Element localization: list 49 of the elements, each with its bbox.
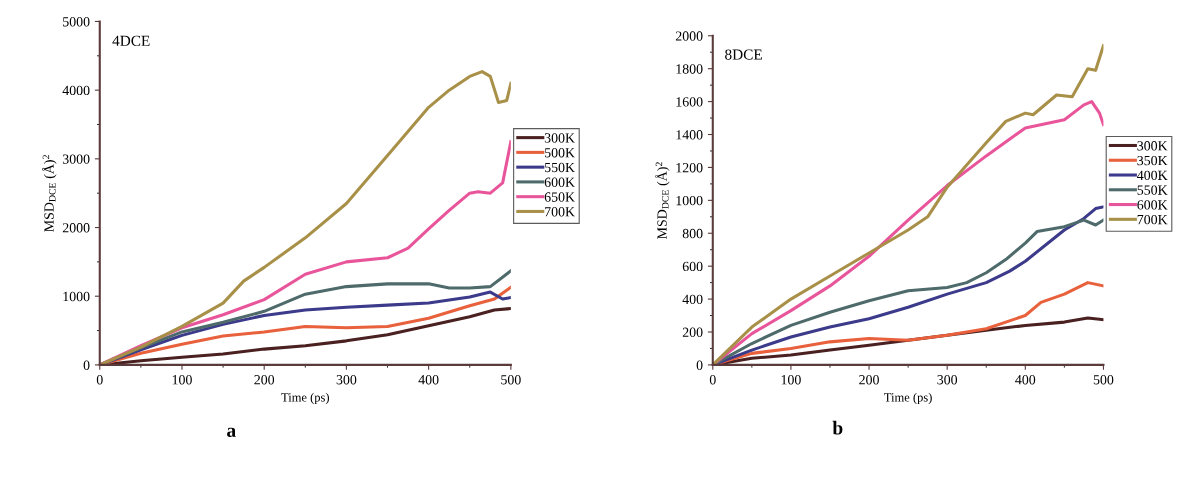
legend-label: 700K <box>1137 214 1168 225</box>
y-axis-title: MSD$_{DCE}$ (Å)$^{2}$ <box>655 162 670 239</box>
legend-label: 550K <box>1137 185 1168 195</box>
x-axis-title: Time (ps) <box>281 392 330 405</box>
legend-label: 400K <box>1137 170 1168 181</box>
x-axis-title: Time (ps) <box>884 392 932 405</box>
legend-label: 700K <box>545 207 575 217</box>
x-tick-label: 500 <box>1093 375 1114 385</box>
legend-label: 650K <box>544 192 575 202</box>
legend-label: 550K <box>544 162 575 173</box>
y-tick-label: 4000 <box>62 85 90 96</box>
x-tick-label: 400 <box>418 375 439 385</box>
text: b <box>832 420 843 435</box>
x-tick-label: 500 <box>501 375 521 385</box>
y-tick-label: 1200 <box>676 163 703 173</box>
legend-label: 600K <box>1137 200 1168 210</box>
text: a <box>227 427 236 437</box>
y-tick-label: 800 <box>682 228 703 239</box>
y-tick-label: 400 <box>682 294 703 305</box>
y-tick-label: 600 <box>682 261 703 272</box>
x-tick-label: 400 <box>1015 375 1036 385</box>
y-tick-label: 1400 <box>676 130 703 140</box>
legend-label: 350K <box>1137 155 1168 166</box>
x-tick-label: 300 <box>336 375 357 385</box>
y-tick-label: 0 <box>696 360 703 370</box>
y-tick-label: 3000 <box>62 154 90 164</box>
y-tick-label: 0 <box>83 360 90 370</box>
x-tick-label: 0 <box>709 375 716 385</box>
y-tick-label: 1600 <box>676 97 703 107</box>
x-tick-label: 200 <box>254 375 275 385</box>
y-tick-label: 2000 <box>62 223 90 233</box>
legend-label: 300K <box>1137 141 1168 151</box>
x-tick-label: 100 <box>781 375 801 385</box>
y-axis-title: MSD$_{DCE}$ (Å)$^{2}$ <box>42 155 57 232</box>
x-tick-label: 200 <box>859 375 879 385</box>
x-tick-label: 300 <box>937 375 958 385</box>
legend-label: 300K <box>544 133 575 143</box>
annotation: 4DCE <box>112 35 150 46</box>
legend-label: 600K <box>544 177 575 187</box>
x-tick-label: 0 <box>96 375 103 385</box>
y-tick-label: 1000 <box>676 195 703 206</box>
x-tick-label: 100 <box>172 375 192 385</box>
y-tick-label: 200 <box>682 327 703 337</box>
legend-label: 500K <box>544 148 575 158</box>
annotation: 8DCE <box>725 49 762 60</box>
y-tick-label: 1000 <box>63 291 90 302</box>
y-tick-label: 2000 <box>675 31 703 41</box>
y-tick-label: 5000 <box>63 17 90 27</box>
y-tick-label: 1800 <box>676 64 703 74</box>
